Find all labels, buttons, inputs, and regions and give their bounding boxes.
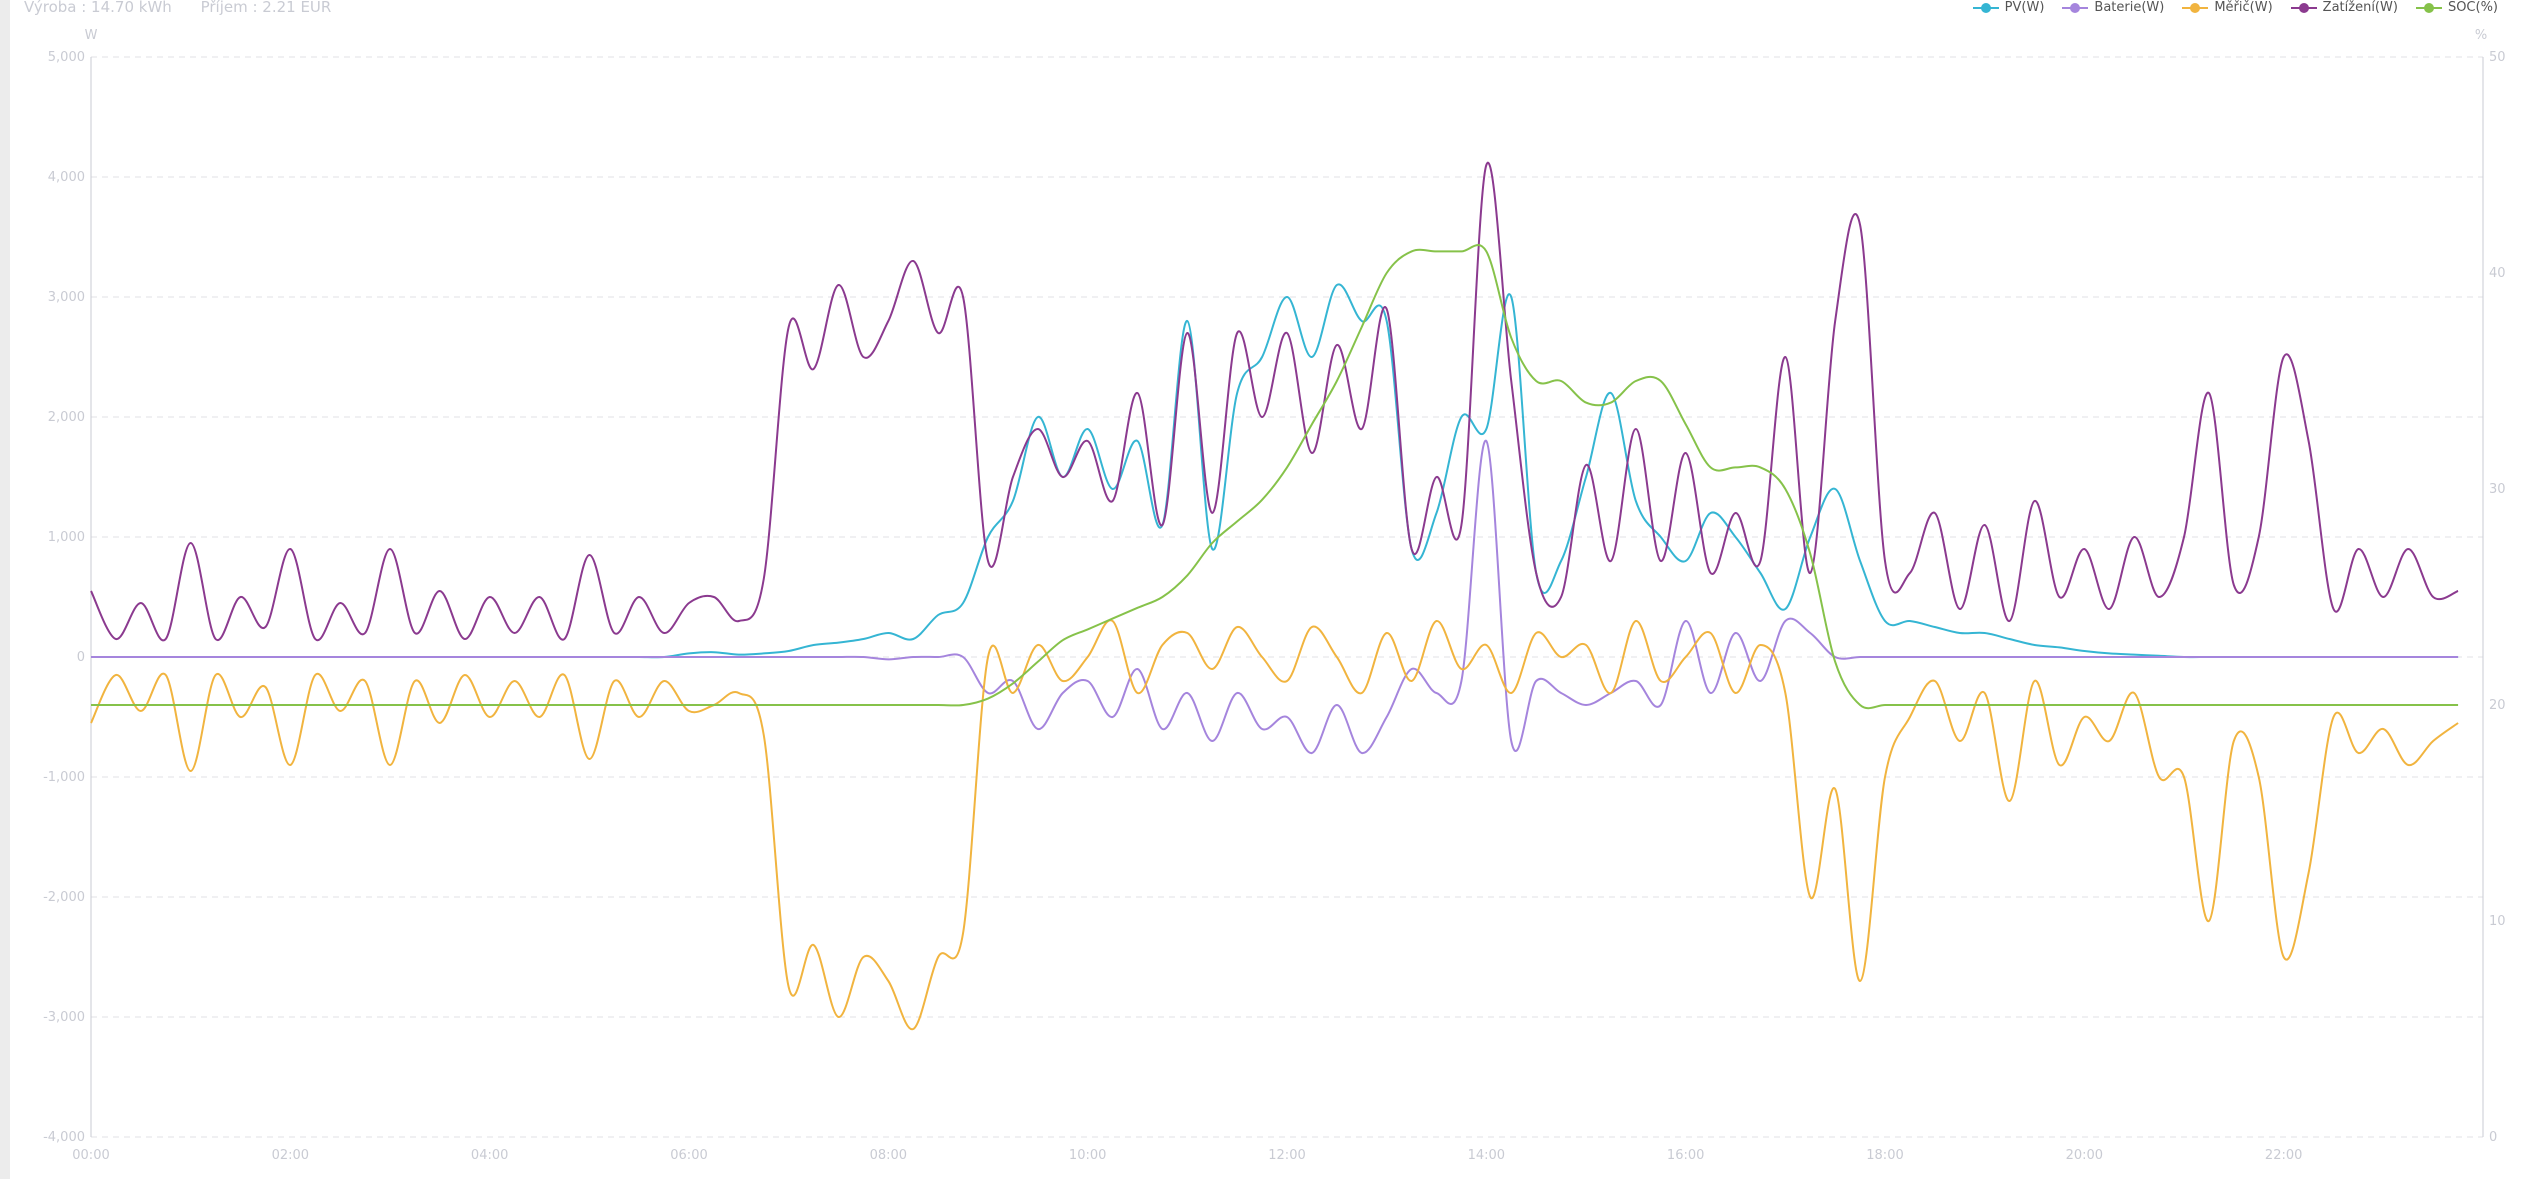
y-left-tick-label: 3,000 bbox=[48, 290, 85, 305]
x-tick-label: 14:00 bbox=[1468, 1148, 1505, 1163]
y-right-tick-label: 10 bbox=[2489, 914, 2506, 929]
x-tick-label: 02:00 bbox=[272, 1148, 309, 1163]
y-left-tick-label: 5,000 bbox=[48, 50, 85, 65]
y-left-tick-label: -4,000 bbox=[43, 1130, 85, 1145]
series-line-měřič bbox=[90, 619, 2459, 1031]
legend-item-battery[interactable]: Baterie(W) bbox=[2062, 0, 2164, 15]
y-left-tick-label: 2,000 bbox=[48, 410, 85, 425]
legend-marker-icon bbox=[2062, 2, 2089, 13]
x-tick-label: 10:00 bbox=[1069, 1148, 1106, 1163]
y-left-tick-label: -1,000 bbox=[43, 770, 85, 785]
legend-marker-icon bbox=[2415, 2, 2442, 13]
x-tick-label: 08:00 bbox=[870, 1148, 907, 1163]
legend-marker-icon bbox=[2290, 2, 2317, 13]
y-left-tick-label: 4,000 bbox=[48, 170, 85, 185]
x-tick-label: 06:00 bbox=[670, 1148, 707, 1163]
left-sidebar-edge bbox=[0, 0, 10, 1179]
x-tick-label: 00:00 bbox=[72, 1148, 109, 1163]
series-line-soc bbox=[91, 244, 2459, 710]
legend-marker-icon bbox=[1972, 2, 1999, 13]
legend-item-pv[interactable]: PV(W) bbox=[1972, 0, 2045, 15]
y-right-tick-label: 40 bbox=[2489, 266, 2506, 281]
y-right-unit: % bbox=[2475, 28, 2487, 43]
x-tick-label: 12:00 bbox=[1268, 1148, 1305, 1163]
series-line-zatížení bbox=[90, 161, 2459, 642]
chart-legend: PV(W) Baterie(W) Měřič(W) Zatížení(W) SO… bbox=[1972, 0, 2498, 15]
x-tick-label: 18:00 bbox=[1866, 1148, 1903, 1163]
legend-item-soc[interactable]: SOC(%) bbox=[2415, 0, 2498, 15]
y-left-tick-label: -2,000 bbox=[43, 890, 85, 905]
legend-item-meter[interactable]: Měřič(W) bbox=[2182, 0, 2273, 15]
y-right-tick-label: 30 bbox=[2489, 482, 2506, 497]
x-tick-label: 20:00 bbox=[2066, 1148, 2103, 1163]
legend-label: SOC(%) bbox=[2447, 0, 2498, 15]
y-right-tick-label: 50 bbox=[2489, 50, 2506, 65]
y-left-unit: W bbox=[85, 28, 98, 43]
y-right-tick-label: 0 bbox=[2489, 1130, 2497, 1145]
y-right-tick-label: 20 bbox=[2489, 698, 2506, 713]
series-line-baterie bbox=[91, 439, 2459, 754]
legend-label: Zatížení(W) bbox=[2322, 0, 2398, 15]
x-tick-label: 04:00 bbox=[471, 1148, 508, 1163]
y-left-tick-label: 1,000 bbox=[48, 530, 85, 545]
y-left-tick-label: 0 bbox=[77, 650, 85, 665]
income-total: Příjem : 2.21 EUR bbox=[200, 0, 332, 16]
production-total: Výroba : 14.70 kWh bbox=[24, 0, 172, 16]
legend-label: PV(W) bbox=[2004, 0, 2045, 15]
summary: Výroba : 14.70 kWh Příjem : 2.21 EUR bbox=[24, 0, 355, 16]
legend-label: Měřič(W) bbox=[2214, 0, 2273, 15]
legend-item-load[interactable]: Zatížení(W) bbox=[2290, 0, 2398, 15]
y-left-tick-label: -3,000 bbox=[43, 1010, 85, 1025]
x-tick-label: 22:00 bbox=[2265, 1148, 2302, 1163]
legend-marker-icon bbox=[2182, 2, 2209, 13]
legend-label: Baterie(W) bbox=[2094, 0, 2165, 15]
x-tick-label: 16:00 bbox=[1667, 1148, 1704, 1163]
